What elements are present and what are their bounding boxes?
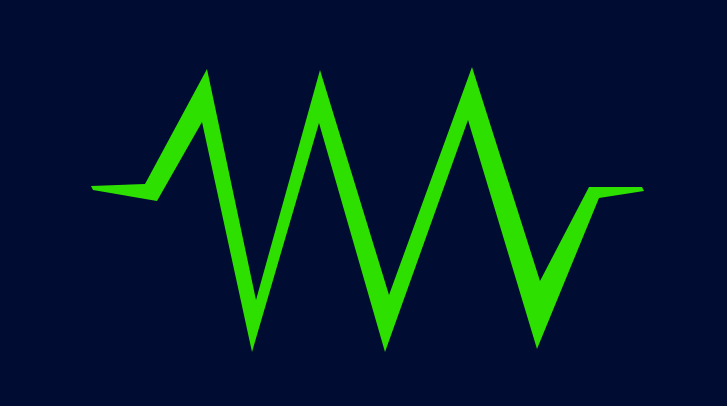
- zigzag-waveform-icon: [0, 0, 727, 406]
- graphic-canvas: [0, 0, 727, 406]
- background: [0, 0, 727, 406]
